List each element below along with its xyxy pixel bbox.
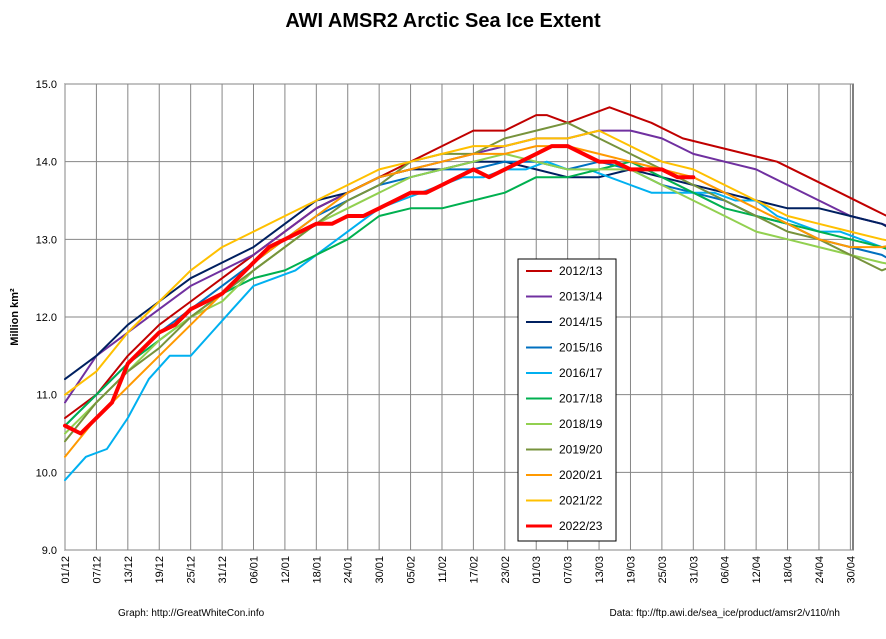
series-line-2014-15 bbox=[64, 160, 886, 381]
x-axis-ticks: 01/12 07/12 13/12 19/12 25/12 31/12 06/01 12/01… bbox=[60, 556, 857, 584]
x-tick-label: 01/12 bbox=[60, 556, 72, 584]
legend-label: 2016/17 bbox=[559, 366, 603, 380]
x-tick-label: 07/03 bbox=[563, 556, 575, 584]
legend-box bbox=[517, 258, 617, 542]
x-tick-label: 13/03 bbox=[594, 556, 606, 584]
x-tick-label: 01/03 bbox=[531, 556, 543, 584]
y-axis-ticks: 9.0 10.0 11.0 12.0 13.0 14.0 15.0 bbox=[36, 79, 57, 557]
y-tick-label: 9.0 bbox=[42, 545, 57, 557]
x-tick-label: 17/02 bbox=[468, 556, 480, 584]
series-line-2013-14 bbox=[64, 129, 886, 404]
y-tick-label: 11.0 bbox=[36, 390, 57, 402]
legend-label: 2019/20 bbox=[559, 443, 603, 457]
x-tick-label: 05/02 bbox=[406, 556, 418, 584]
series-line-2021-22 bbox=[64, 129, 886, 396]
x-tick-label: 19/03 bbox=[625, 556, 637, 584]
series-line-2022-23 bbox=[63, 144, 696, 436]
x-tick-label: 12/01 bbox=[280, 556, 292, 584]
legend-label: 2020/21 bbox=[559, 468, 603, 482]
legend-label: 2021/22 bbox=[559, 494, 603, 508]
x-tick-label: 30/04 bbox=[845, 556, 857, 584]
x-tick-label: 23/02 bbox=[500, 556, 512, 584]
legend: 2012/13 2013/14 2014/15 2015/16 2016/17 2017/… bbox=[517, 258, 617, 542]
x-tick-label: 30/01 bbox=[374, 556, 386, 584]
x-tick-label: 24/04 bbox=[814, 556, 826, 584]
x-tick-label: 07/12 bbox=[91, 556, 103, 584]
series-lines bbox=[63, 106, 886, 482]
footer-right: Data: ftp://ftp.awi.de/sea_ice/product/a… bbox=[610, 608, 841, 619]
legend-label: 2017/18 bbox=[559, 392, 603, 406]
chart-title: AWI AMSR2 Arctic Sea Ice Extent bbox=[285, 10, 601, 32]
x-tick-label: 06/04 bbox=[720, 556, 732, 584]
legend-label: 2013/14 bbox=[559, 290, 603, 304]
x-tick-label: 18/01 bbox=[311, 556, 323, 584]
legend-label: 2022/23 bbox=[559, 519, 603, 533]
x-tick-label: 13/12 bbox=[123, 556, 135, 584]
x-tick-label: 25/03 bbox=[657, 556, 669, 584]
y-tick-label: 13.0 bbox=[36, 234, 57, 246]
x-tick-label: 11/02 bbox=[437, 556, 449, 583]
x-tick-label: 06/01 bbox=[248, 556, 260, 584]
series-line-2020-21 bbox=[64, 145, 886, 458]
x-tick-label: 19/12 bbox=[154, 556, 166, 584]
x-tick-label: 24/01 bbox=[343, 556, 355, 584]
series-line-2012-13 bbox=[64, 106, 886, 419]
legend-label: 2015/16 bbox=[559, 341, 603, 355]
legend-label: 2012/13 bbox=[559, 264, 603, 278]
x-tick-label: 12/04 bbox=[751, 556, 763, 584]
y-axis-title: Million km² bbox=[9, 288, 21, 346]
footer-left: Graph: http://GreatWhiteCon.info bbox=[118, 608, 265, 619]
x-tick-label: 25/12 bbox=[186, 556, 198, 584]
legend-label: 2018/19 bbox=[559, 417, 603, 431]
x-tick-label: 31/03 bbox=[688, 556, 700, 584]
y-tick-label: 15.0 bbox=[36, 79, 57, 91]
y-tick-label: 12.0 bbox=[36, 312, 57, 324]
y-tick-label: 14.0 bbox=[36, 157, 57, 169]
x-tick-label: 18/04 bbox=[783, 556, 795, 584]
x-tick-label: 31/12 bbox=[217, 556, 229, 584]
y-tick-label: 10.0 bbox=[36, 467, 57, 479]
legend-label: 2014/15 bbox=[559, 315, 603, 329]
